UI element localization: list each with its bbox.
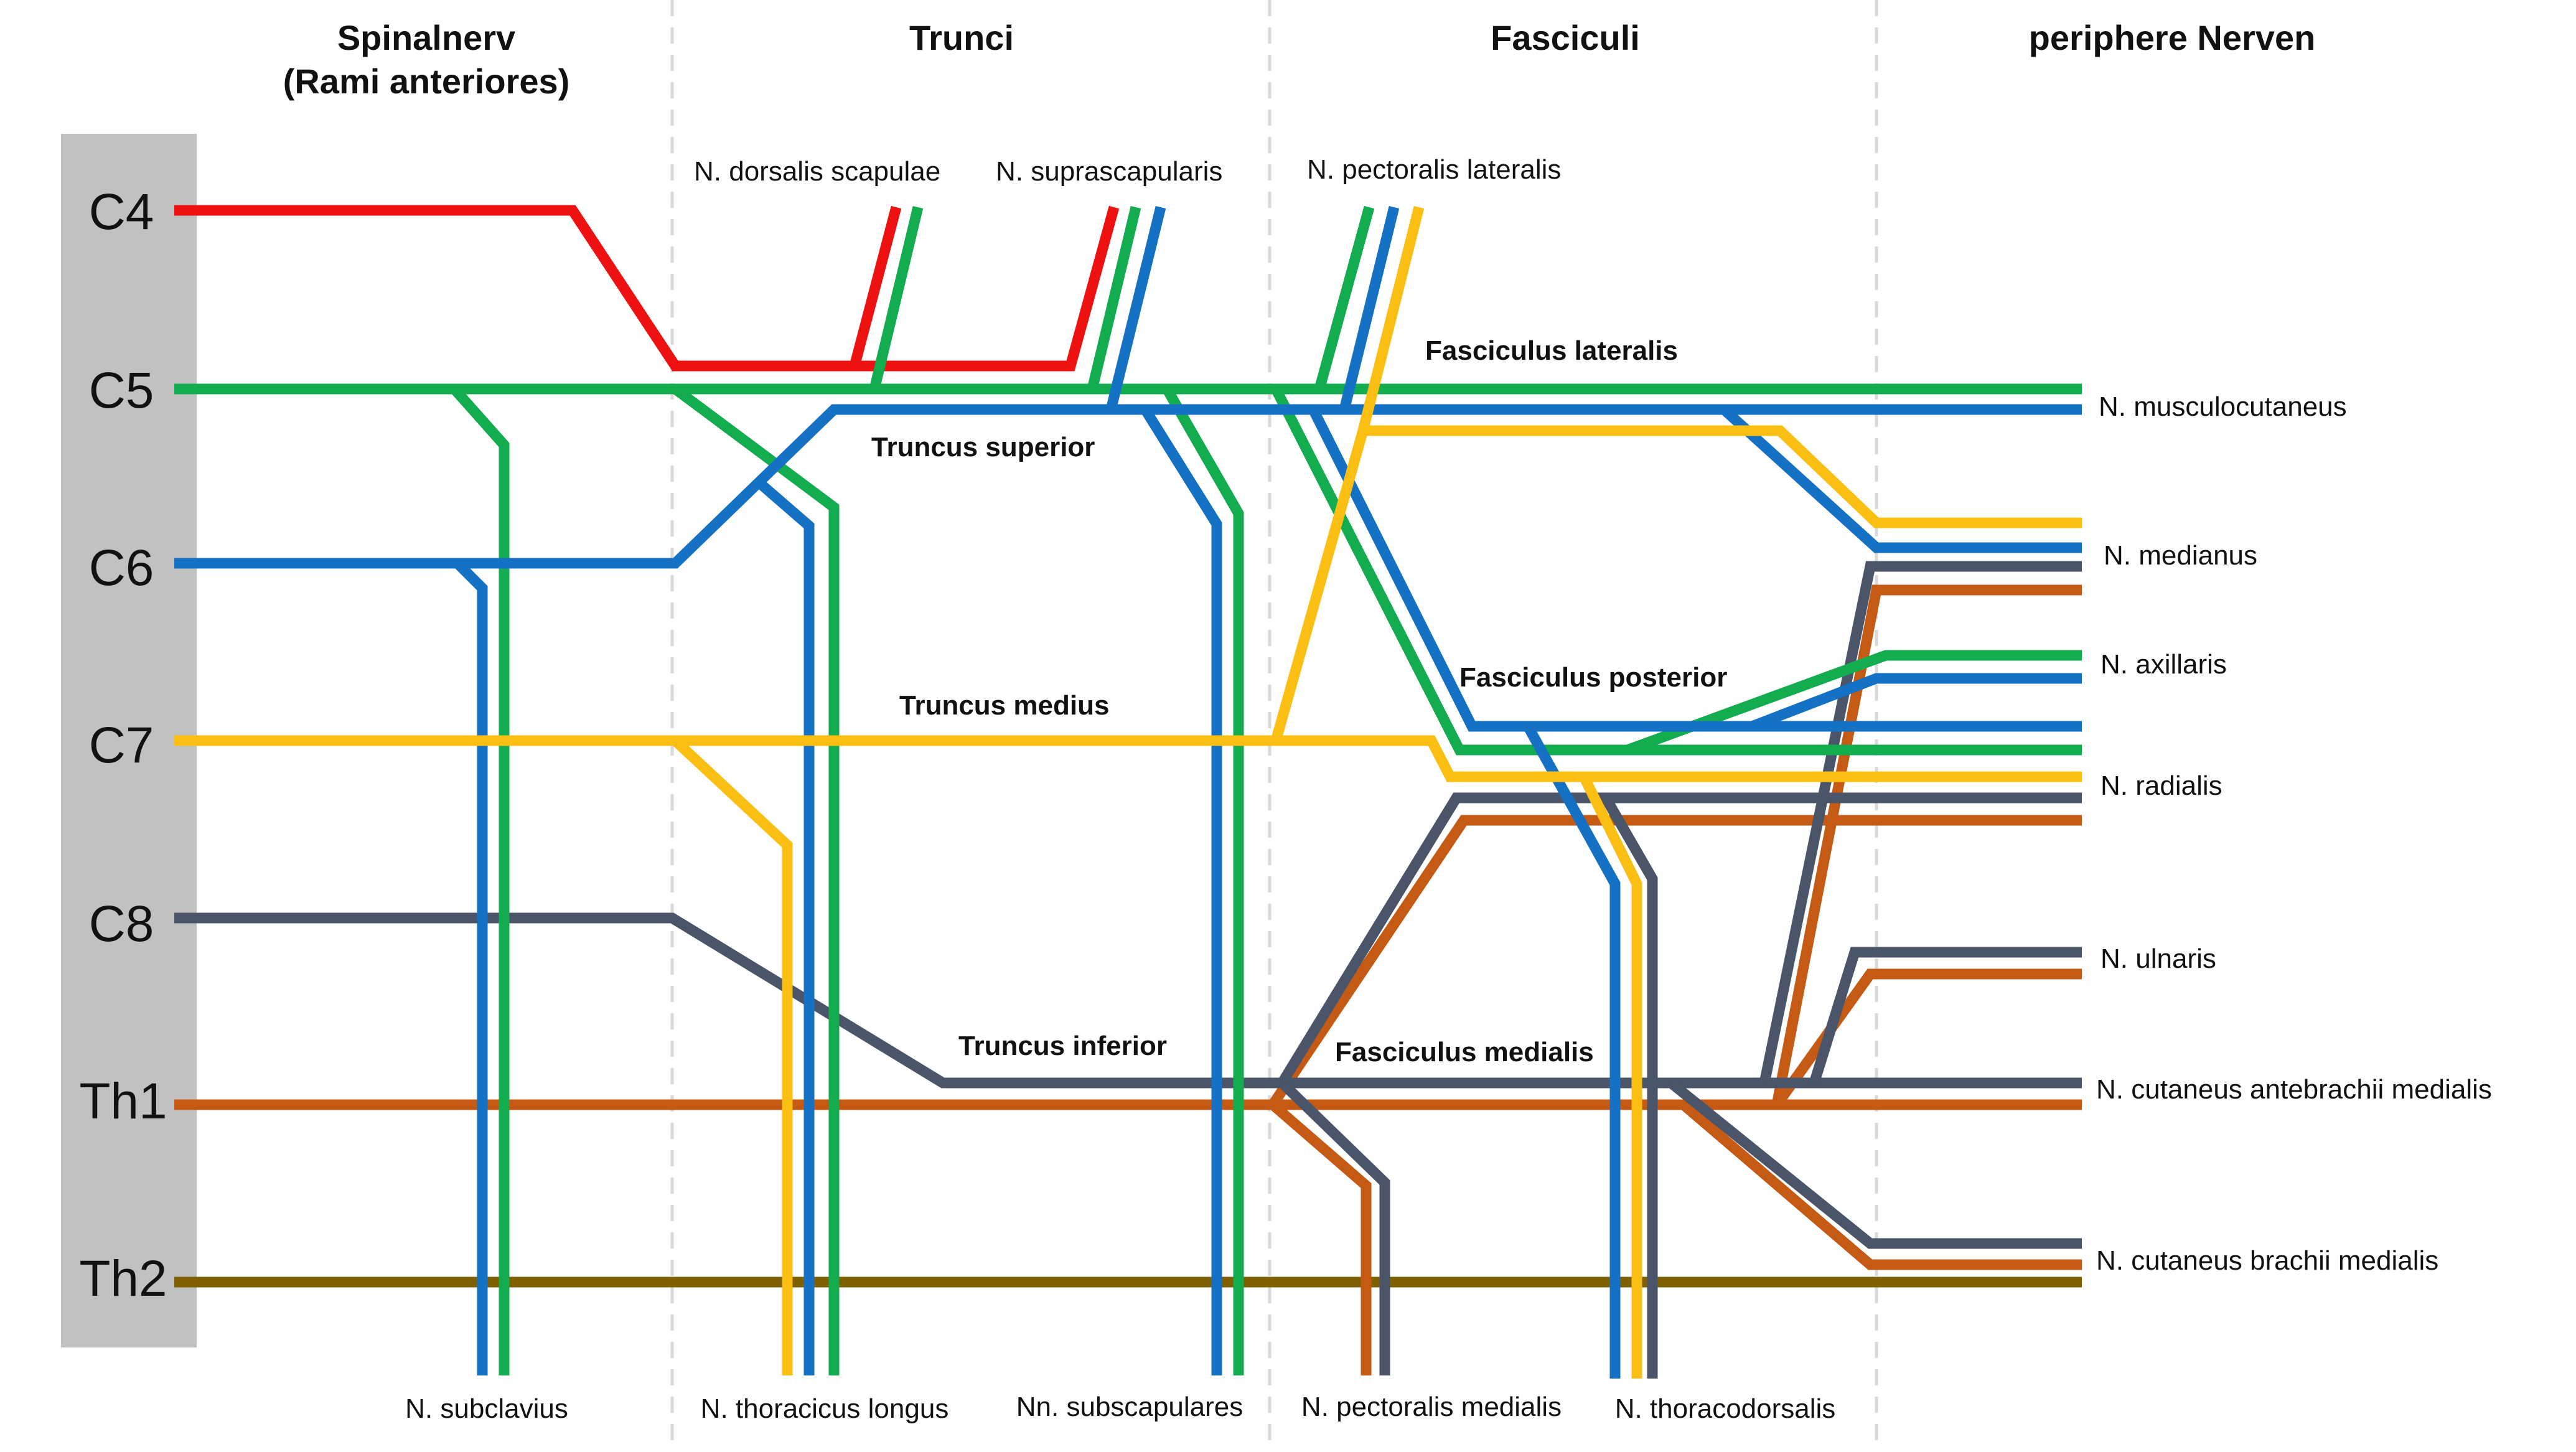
- route-c7-main: [174, 735, 2082, 782]
- label-fasciculus-posterior: Fasciculus posterior: [1459, 662, 1727, 693]
- route-th1-pectoralis-medialis: [1269, 1100, 1372, 1375]
- label-n-dorsalis-scapulae: N. dorsalis scapulae: [694, 156, 940, 187]
- route-c5-subclavius: [450, 385, 510, 1375]
- route-c6-axillaris: [1749, 673, 2082, 731]
- level-label-c5: C5: [89, 362, 154, 419]
- route-c8-thoracodorsalis: [1601, 795, 1658, 1379]
- route-c8-medianus: [1759, 561, 2082, 1084]
- label-n-pectoralis-lateralis: N. pectoralis lateralis: [1307, 154, 1561, 185]
- route-c7-thoracodorsalis: [1579, 774, 1642, 1379]
- label-n-musculocutaneus: N. musculocutaneus: [2099, 391, 2347, 422]
- route-c4-dorsalis-scapulae: [849, 205, 902, 368]
- route-th1-fasciculus-medialis-up: [1268, 815, 2082, 1108]
- route-c5-thoracicus-longus: [672, 385, 840, 1375]
- route-th1-brachii: [1680, 1100, 2082, 1270]
- label-n-radialis: N. radialis: [2101, 770, 2222, 801]
- route-c6-main: [174, 404, 2082, 569]
- level-label-c7: C7: [89, 717, 154, 774]
- route-th1-ulnaris: [1773, 968, 2082, 1108]
- label-n-thoracodorsalis: N. thoracodorsalis: [1615, 1393, 1836, 1424]
- bottom-branch-labels: N. subclavius N. thoracicus longus Nn. s…: [405, 1392, 1835, 1424]
- label-n-cutaneus-brachii-medialis: N. cutaneus brachii medialis: [2096, 1245, 2438, 1276]
- label-truncus-superior: Truncus superior: [871, 432, 1095, 462]
- route-c8-brachii: [1667, 1079, 2082, 1249]
- spinal-level-labels: C4 C5 C6 C7 C8 Th1 Th2: [79, 184, 167, 1307]
- level-label-c4: C4: [89, 184, 154, 240]
- header-spinalnerv-line1: Spinalnerv: [337, 18, 515, 57]
- label-truncus-medius: Truncus medius: [899, 690, 1109, 721]
- route-c6-subclavius: [453, 559, 488, 1375]
- route-c5-dorsalis-scapulae: [869, 206, 924, 390]
- label-n-medianus: N. medianus: [2104, 540, 2257, 571]
- route-c7-lateral-up: [1270, 425, 2082, 742]
- route-c5-pectoralis-lateralis: [1314, 205, 1375, 391]
- route-c5-suprascapularis: [1087, 206, 1141, 390]
- label-n-cutaneus-antebrachii-medialis: N. cutaneus antebrachii medialis: [2096, 1074, 2492, 1105]
- route-c8-ulnaris: [1809, 947, 2082, 1085]
- route-c6-subscapulares: [1140, 406, 1222, 1375]
- label-n-subclavius: N. subclavius: [405, 1393, 568, 1424]
- label-truncus-inferior: Truncus inferior: [958, 1031, 1167, 1061]
- route-c7-thoracicus-longus: [672, 736, 793, 1375]
- route-c6-thoracicus-longus: [759, 481, 815, 1375]
- level-label-th2: Th2: [79, 1250, 167, 1307]
- label-fasciculus-medialis: Fasciculus medialis: [1335, 1037, 1594, 1067]
- route-c7-pectoralis-lateralis: [1357, 205, 1425, 433]
- level-label-c6: C6: [89, 540, 154, 596]
- route-c6-suprascapularis: [1105, 205, 1166, 411]
- label-n-thoracicus-longus: N. thoracicus longus: [701, 1393, 949, 1424]
- route-c6-fasciculus-posterior: [1308, 407, 2082, 732]
- route-c6-pectoralis-lateralis: [1339, 205, 1400, 411]
- header-trunci: Trunci: [909, 18, 1014, 57]
- route-c8-fasciculus-medialis-up: [1277, 792, 2082, 1086]
- label-n-ulnaris: N. ulnaris: [2101, 944, 2216, 974]
- spinal-level-bar: [61, 134, 197, 1347]
- column-headers: Spinalnerv (Rami anteriores) Trunci Fasc…: [283, 18, 2316, 101]
- route-c8-pectoralis-medialis: [1278, 1079, 1390, 1375]
- nerve-routes: [174, 205, 2082, 1379]
- label-n-pectoralis-medialis: N. pectoralis medialis: [1301, 1392, 1562, 1422]
- label-nn-subscapulares: Nn. subscapulares: [1016, 1392, 1243, 1422]
- route-th1-medianus: [1771, 584, 2082, 1106]
- level-label-c8: C8: [89, 896, 154, 952]
- header-fasciculi: Fasciculi: [1491, 18, 1640, 57]
- route-c5-axillaris: [1626, 650, 2082, 755]
- route-c5-subscapulares: [1162, 386, 1244, 1375]
- level-label-th1: Th1: [79, 1073, 167, 1130]
- header-spinalnerv-line2: (Rami anteriores): [283, 62, 570, 101]
- header-periphere-nerven: periphere Nerven: [2029, 18, 2316, 57]
- route-c4: [174, 205, 1120, 372]
- terminal-nerve-labels: N. musculocutaneus N. medianus N. axilla…: [2096, 391, 2492, 1276]
- label-n-axillaris: N. axillaris: [2101, 649, 2227, 680]
- label-n-suprascapularis: N. suprascapularis: [996, 156, 1222, 187]
- trunk-fascicle-labels: Truncus superior Truncus medius Truncus …: [871, 335, 1727, 1067]
- top-branch-labels: N. dorsalis scapulae N. suprascapularis …: [694, 154, 1561, 187]
- label-fasciculus-lateralis: Fasciculus lateralis: [1425, 335, 1678, 366]
